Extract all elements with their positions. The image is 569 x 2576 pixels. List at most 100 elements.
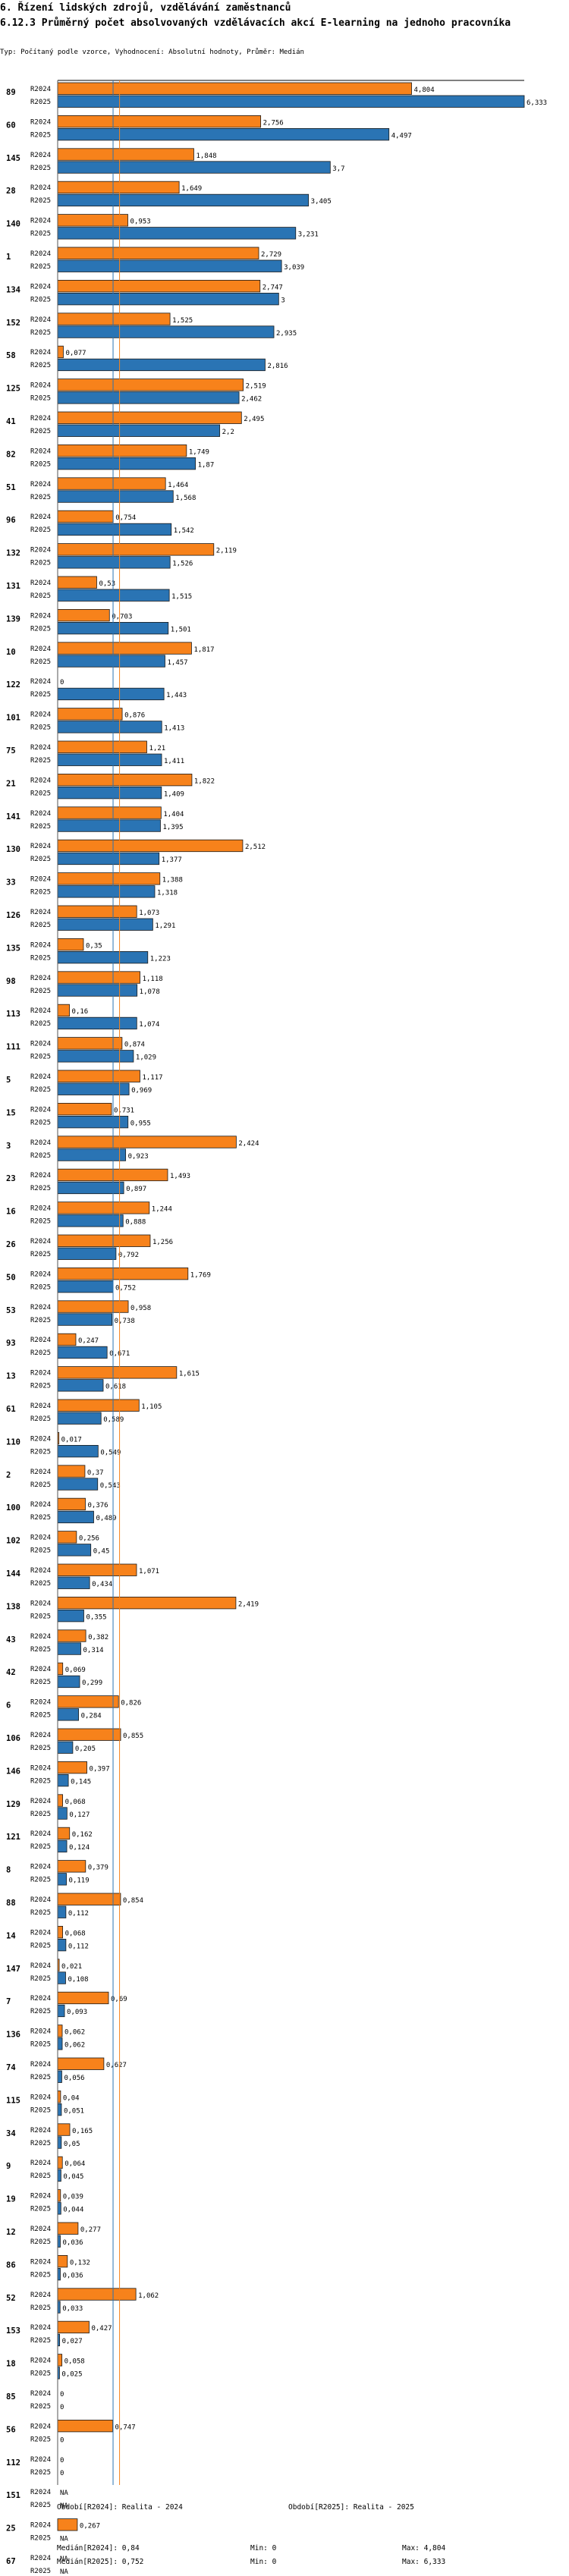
data-label-2025: 1,074 xyxy=(139,1021,159,1029)
series-label-2025: R2025 xyxy=(30,724,51,732)
series-label-2025: R2025 xyxy=(30,362,51,369)
series-label-2025: R2025 xyxy=(30,329,51,337)
data-label-2024: 1,525 xyxy=(172,317,193,325)
category-label: 50 xyxy=(6,1273,16,1282)
bar-2024 xyxy=(57,2254,68,2268)
data-label-2024: 0,953 xyxy=(130,218,151,226)
bar-2025 xyxy=(57,227,297,240)
data-label-2024: 0 xyxy=(60,2391,64,2399)
bar-2024 xyxy=(57,2222,79,2235)
series-label-2025: R2025 xyxy=(30,2337,51,2345)
series-label-2025: R2025 xyxy=(30,526,51,534)
bar-2024 xyxy=(57,510,114,523)
series-label-2025: R2025 xyxy=(30,296,51,303)
series-label-2025: R2025 xyxy=(30,1349,51,1357)
series-label-2025: R2025 xyxy=(30,1613,51,1620)
data-label-2025: 0,027 xyxy=(62,2338,83,2345)
category-label: 52 xyxy=(6,2294,16,2303)
series-label-2024: R2024 xyxy=(30,744,51,752)
data-label-2024: 1,118 xyxy=(143,975,163,983)
category-label: 134 xyxy=(6,285,20,294)
data-label-2024: 1,769 xyxy=(190,1271,211,1279)
data-label-2025: 1,501 xyxy=(171,626,191,633)
data-label-2025: 0,888 xyxy=(125,1219,146,1227)
bar-2024 xyxy=(57,1991,109,2005)
series-label-2025: R2025 xyxy=(30,922,51,929)
series-label-2024: R2024 xyxy=(30,1633,51,1641)
data-label-2025: NA xyxy=(60,2502,68,2510)
data-label-2025: 0,489 xyxy=(96,1515,116,1522)
series-label-2024: R2024 xyxy=(30,712,51,719)
category-label: 115 xyxy=(6,2096,20,2105)
series-label-2025: R2025 xyxy=(30,263,51,271)
series-label-2025: R2025 xyxy=(30,2403,51,2411)
series-label-2025: R2025 xyxy=(30,2106,51,2114)
data-label-2025: 0,45 xyxy=(93,1548,110,1556)
category-label: 67 xyxy=(6,2557,16,2566)
series-label-2024: R2024 xyxy=(30,2423,51,2430)
series-label-2025: R2025 xyxy=(30,1283,51,1291)
data-label-2024: 0 xyxy=(60,2457,64,2464)
bar-2025 xyxy=(57,984,138,997)
series-label-2025: R2025 xyxy=(30,790,51,797)
data-label-2024: 1,817 xyxy=(193,646,214,654)
series-label-2025: R2025 xyxy=(30,1646,51,1654)
category-label: 130 xyxy=(6,845,20,854)
bar-2025 xyxy=(57,1642,81,1655)
data-label-2025: 0,205 xyxy=(75,1745,96,1753)
category-label: 112 xyxy=(6,2458,20,2468)
bar-2025 xyxy=(57,193,310,207)
bar-2025 xyxy=(57,1247,117,1260)
series-label-2025: R2025 xyxy=(30,1218,51,1226)
category-label: 140 xyxy=(6,220,20,229)
data-label-2025: 3,405 xyxy=(311,198,332,206)
category-label: 7 xyxy=(6,1997,11,2006)
category-label: 122 xyxy=(6,680,20,690)
series-label-2024: R2024 xyxy=(30,2258,51,2266)
series-label-2024: R2024 xyxy=(30,218,51,225)
data-label-2025: 2,816 xyxy=(267,363,288,370)
data-label-2025: 0,792 xyxy=(118,1252,139,1259)
series-label-2025: R2025 xyxy=(30,1712,51,1720)
data-label-2024: 0,064 xyxy=(64,2160,85,2168)
category-label: 135 xyxy=(6,944,20,953)
data-label-2025: 0,284 xyxy=(81,1713,102,1720)
series-label-2024: R2024 xyxy=(30,1896,51,1904)
data-label-2025: 0,124 xyxy=(69,1844,90,1852)
data-label-2025: 0,062 xyxy=(64,2042,85,2050)
bar-2025 xyxy=(57,721,162,734)
series-label-2024: R2024 xyxy=(30,1699,51,1707)
bar-2025 xyxy=(57,556,171,569)
category-label: 3 xyxy=(6,1142,11,1151)
data-label-2025: 2,935 xyxy=(276,330,297,338)
series-label-2025: R2025 xyxy=(30,2502,51,2509)
median-2025-label: Medián[R2025]: 0,752 xyxy=(57,2558,144,2566)
data-label-2024: 1,062 xyxy=(138,2292,159,2300)
category-label: 56 xyxy=(6,2425,16,2434)
category-label: 8 xyxy=(6,1866,11,1875)
series-label-2025: R2025 xyxy=(30,2535,51,2543)
series-label-2024: R2024 xyxy=(30,1732,51,1739)
bar-2025 xyxy=(57,1807,68,1820)
bar-2025 xyxy=(57,127,390,141)
data-label-2024: 0,16 xyxy=(72,1008,89,1016)
bar-2025 xyxy=(57,1873,67,1886)
category-label: 125 xyxy=(6,385,20,394)
category-label: 136 xyxy=(6,2031,20,2040)
category-label: 23 xyxy=(6,1174,16,1183)
series-label-2024: R2024 xyxy=(30,1830,51,1838)
data-label-2025: 0,093 xyxy=(67,2009,87,2016)
data-label-2024: 1,244 xyxy=(152,1206,172,1214)
category-label: 131 xyxy=(6,582,20,591)
bar-2025 xyxy=(57,951,149,964)
bar-2024 xyxy=(57,806,162,819)
series-label-2024: R2024 xyxy=(30,1764,51,1772)
bar-2025 xyxy=(57,1675,80,1689)
bar-2024 xyxy=(57,247,259,259)
series-label-2025: R2025 xyxy=(30,428,51,435)
category-label: 96 xyxy=(6,516,16,525)
data-label-2024: 0,062 xyxy=(64,2029,85,2037)
bar-2024 xyxy=(57,477,166,490)
series-label-2025: R2025 xyxy=(30,592,51,600)
bar-2025 xyxy=(57,2267,61,2281)
